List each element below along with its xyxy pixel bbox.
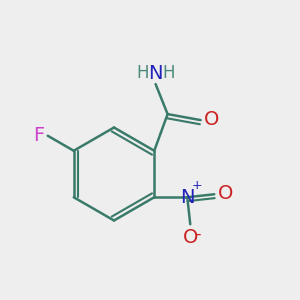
Text: +: + — [192, 179, 203, 193]
Text: H: H — [162, 64, 175, 82]
Text: F: F — [33, 126, 44, 145]
Text: -: - — [195, 227, 201, 242]
Text: N: N — [148, 64, 163, 83]
Text: O: O — [218, 184, 233, 203]
Text: N: N — [180, 188, 194, 207]
Text: H: H — [136, 64, 149, 82]
Text: O: O — [204, 110, 220, 129]
Text: O: O — [183, 228, 198, 247]
